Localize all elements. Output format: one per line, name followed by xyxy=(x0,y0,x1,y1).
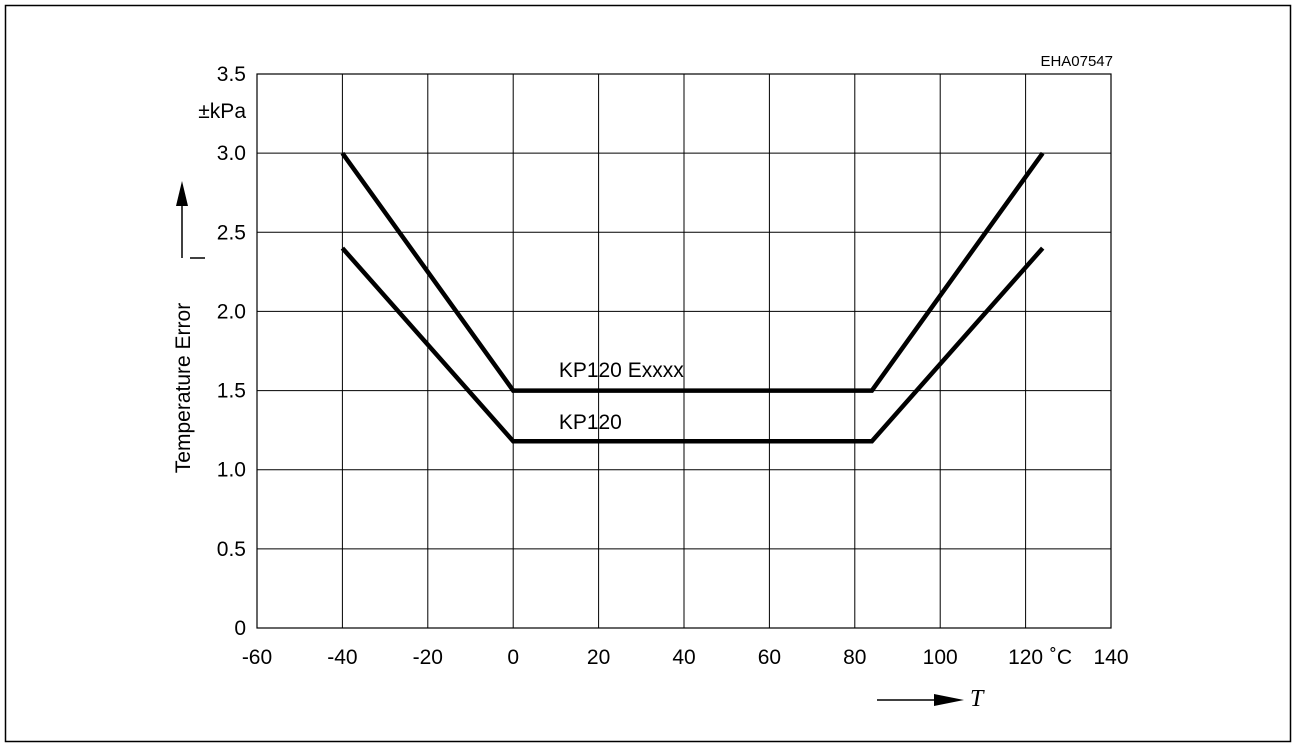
grid-lines xyxy=(256,73,1112,629)
series-label: KP120 xyxy=(559,411,622,434)
series-line xyxy=(340,246,1045,444)
x-tick-label: 80 xyxy=(843,646,866,669)
x-tick-label: 140 xyxy=(1093,646,1128,669)
x-tick-label: -20 xyxy=(413,646,443,669)
x-tick-label: 0 xyxy=(507,646,519,669)
tick-labels: -60 -40 -20 0 20 40 60 80 100 120 140 0 0.5 1.0 1.5 2.0… xyxy=(217,63,1129,669)
y-unit-label: ±kPa xyxy=(198,100,246,123)
y-tick-label: 0 xyxy=(234,617,246,640)
y-tick-label: 3.0 xyxy=(217,142,246,165)
y-axis-title: Temperature Error xyxy=(172,303,195,473)
y-tick-label: 2.5 xyxy=(217,221,246,244)
series-lines: KP120 Exxxx KP120 xyxy=(340,151,1045,444)
series-line xyxy=(340,151,1045,393)
y-tick-label: 2.0 xyxy=(217,300,246,323)
y-tick-label: 0.5 xyxy=(217,538,246,561)
x-tick-label: -40 xyxy=(327,646,357,669)
x-tick-label: 40 xyxy=(672,646,695,669)
x-tick-label: 20 xyxy=(587,646,610,669)
x-axis-arrow-icon xyxy=(877,694,964,706)
y-tick-label: 3.5 xyxy=(217,63,246,86)
y-tick-label: 1.5 xyxy=(217,380,246,403)
x-tick-label: 120 xyxy=(1008,646,1043,669)
chart-labels: EHA07547 ±kPa ˚C Temperature Error T xyxy=(172,53,1113,712)
x-tick-label: -60 xyxy=(242,646,272,669)
y-tick-label: 1.0 xyxy=(217,459,246,482)
x-tick-label: 60 xyxy=(758,646,781,669)
x-tick-label: 100 xyxy=(923,646,958,669)
figure-code: EHA07547 xyxy=(1040,53,1113,70)
x-axis-title: T xyxy=(970,686,985,712)
figure-border xyxy=(4,4,1292,743)
x-unit-label: ˚C xyxy=(1050,646,1072,669)
series-label: KP120 Exxxx xyxy=(559,359,684,382)
y-axis-arrow-icon xyxy=(176,181,205,259)
